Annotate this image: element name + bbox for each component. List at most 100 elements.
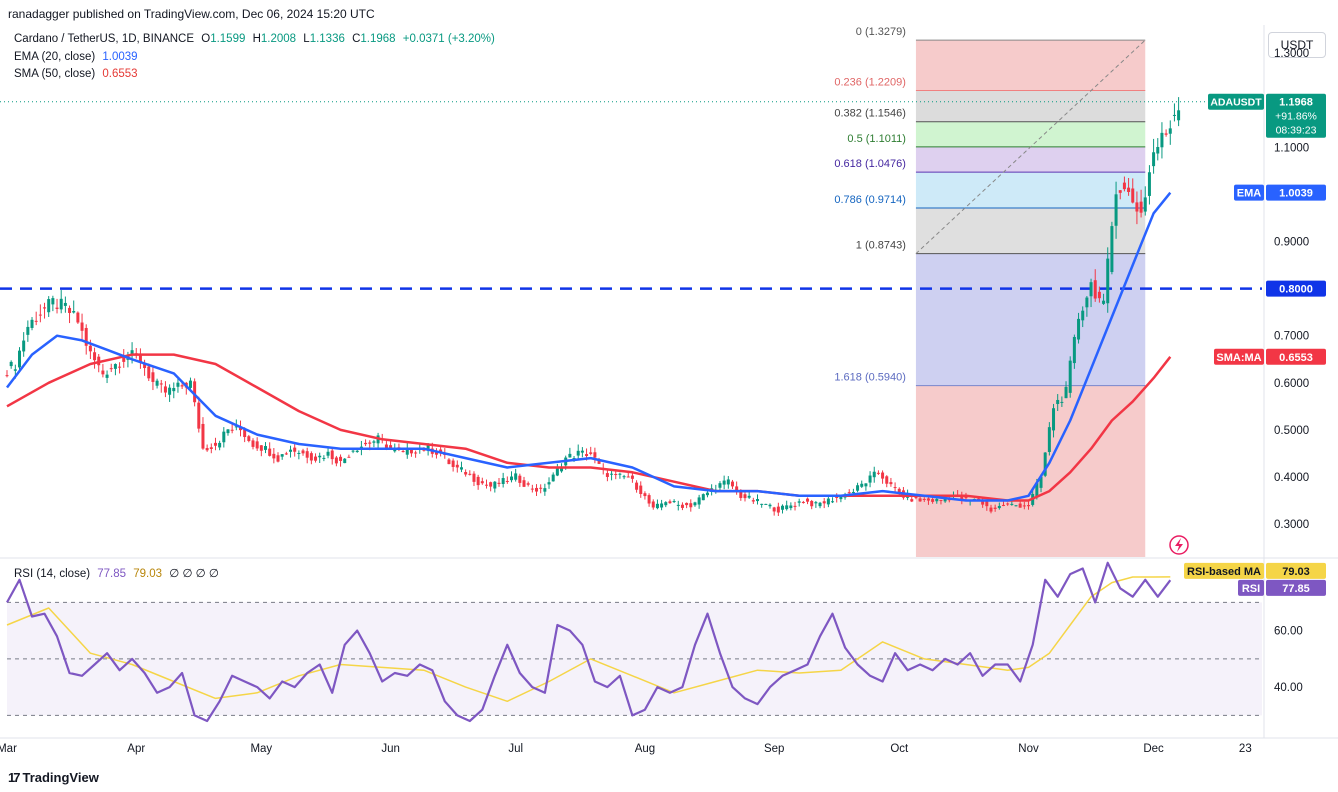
ema-tag: EMA	[1237, 188, 1262, 200]
candle-body	[639, 485, 643, 495]
candle-body	[585, 454, 589, 457]
candle-body	[597, 459, 601, 464]
candle-body	[409, 449, 413, 454]
ema-legend[interactable]: EMA (20, close) 1.0039	[14, 51, 142, 63]
candle-body	[293, 447, 297, 452]
symbol-tag: ADAUSDT	[1210, 97, 1262, 109]
candle-body	[101, 370, 105, 375]
countdown-tag: 08:39:23	[1276, 125, 1317, 137]
candle-body	[801, 501, 805, 503]
candle-body	[301, 450, 305, 454]
fib-label: 0.618 (1.0476)	[834, 158, 906, 170]
rsi-ma-tag: RSI-based MA	[1187, 566, 1261, 578]
rsi-tick-label: 40.00	[1274, 682, 1303, 694]
price-tick-label: 1.3000	[1274, 48, 1309, 60]
candle-body	[818, 502, 822, 507]
candle-body	[1118, 190, 1122, 193]
fib-zone	[915, 207, 1146, 254]
level-tag-bg	[1266, 280, 1326, 297]
candle-body	[1102, 300, 1106, 304]
fib-label: 0.5 (1.1011)	[847, 133, 906, 145]
candle-body	[931, 499, 935, 502]
candle-body	[889, 482, 893, 485]
fib-trend-line	[915, 39, 1146, 255]
candle-body	[514, 473, 518, 480]
candle-body	[1010, 503, 1014, 505]
candle-body	[605, 473, 609, 477]
candle-body	[188, 380, 192, 388]
candle-body	[997, 505, 1001, 509]
candle-body	[72, 311, 76, 313]
candle-body	[1110, 226, 1114, 273]
candle-body	[426, 444, 430, 451]
candle-body	[781, 505, 785, 510]
flash-icon[interactable]	[1169, 535, 1189, 555]
low-value: 1.1336	[309, 33, 345, 45]
candle-body	[176, 382, 180, 387]
candle-body	[626, 476, 630, 478]
candle-body	[38, 314, 42, 316]
price-tick-label: 0.4000	[1274, 472, 1309, 484]
rsi-legend[interactable]: RSI (14, close) 77.85 79.03 ∅ ∅ ∅ ∅	[14, 566, 223, 580]
candle-body	[935, 498, 939, 502]
candle-body	[434, 451, 438, 455]
candle-body	[964, 497, 968, 499]
price-tick-label: 0.7000	[1274, 331, 1309, 343]
candle-body	[960, 495, 964, 500]
ema-value-tag: 1.0039	[1279, 188, 1313, 200]
candle-body	[289, 449, 293, 452]
candle-body	[793, 505, 797, 507]
candle-body	[735, 486, 739, 491]
candle-body	[451, 460, 455, 467]
grid	[0, 25, 1338, 739]
price-tick-label: 0.5000	[1274, 425, 1309, 437]
sma-legend[interactable]: SMA (50, close) 0.6553	[14, 68, 142, 80]
symbol-title[interactable]: Cardano / TetherUS, 1D, BINANCE	[14, 33, 195, 45]
candle-body	[297, 452, 301, 454]
candle-body	[789, 505, 793, 509]
candle-body	[835, 497, 839, 499]
rsi-value-tag: 77.85	[1282, 583, 1310, 595]
candle-body	[1043, 452, 1047, 476]
ema-value-tag-bg	[1266, 184, 1326, 201]
candle-body	[243, 429, 247, 438]
candle-body	[143, 363, 147, 369]
fib-label: 1.618 (0.5940)	[834, 372, 906, 384]
fib-zone	[915, 121, 1146, 147]
candle-body	[860, 483, 864, 487]
candle-body	[193, 381, 197, 403]
candle-body	[284, 453, 288, 455]
candle-body	[209, 447, 213, 449]
sma-legend-label: SMA (50, close)	[14, 68, 96, 80]
candle-body	[105, 374, 109, 378]
candle-body	[405, 448, 409, 455]
candle-body	[1122, 182, 1126, 190]
tradingview-logo[interactable]: 17 TradingView	[8, 770, 99, 785]
candle-body	[593, 452, 597, 458]
candle-body	[268, 448, 272, 456]
candle-body	[493, 481, 497, 489]
currency-button[interactable]: USDT	[1268, 32, 1326, 58]
candle-body	[914, 497, 918, 499]
candle-body	[1001, 504, 1005, 506]
rsi-panel	[6, 561, 1262, 723]
fib-label: 0.382 (1.1546)	[834, 108, 906, 120]
candle-body	[693, 502, 697, 506]
candle-body	[230, 429, 234, 431]
candle-body	[664, 502, 668, 506]
ema-tag-bg	[1234, 184, 1264, 201]
candle-body	[51, 298, 55, 305]
candle-body	[689, 503, 693, 508]
candle-body	[776, 506, 780, 513]
candle-body	[739, 491, 743, 498]
candle-body	[1097, 291, 1101, 299]
candle-body	[1068, 360, 1072, 393]
candle-body	[685, 502, 689, 506]
candle-body	[510, 476, 514, 481]
candle-body	[722, 480, 726, 485]
candle-body	[697, 497, 701, 505]
candle-body	[893, 487, 897, 489]
candle-body	[580, 450, 584, 453]
candle-body	[455, 464, 459, 468]
